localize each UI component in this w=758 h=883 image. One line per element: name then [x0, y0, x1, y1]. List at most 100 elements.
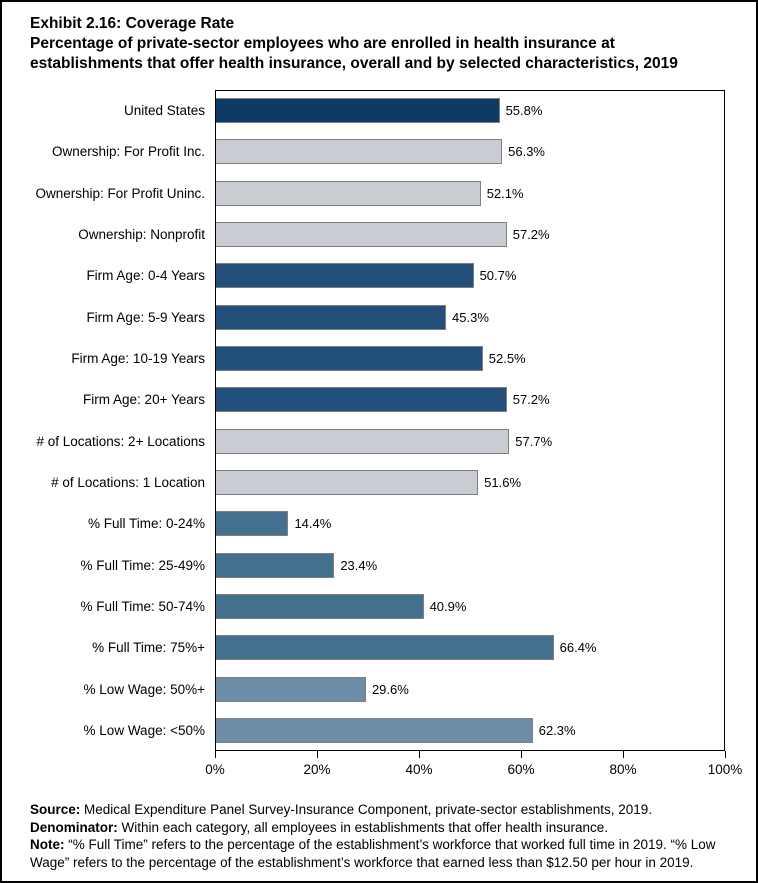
x-axis: 0% 20% 40% 60% 80% 100% — [205, 751, 742, 785]
chart-title-block: Exhibit 2.16: Coverage Rate Percentage o… — [30, 14, 690, 74]
bar-area: 66.4% — [215, 627, 725, 668]
bar-rows: United States 55.8% Ownership: For Profit … — [30, 90, 725, 751]
value-label: 40.9% — [429, 598, 467, 614]
value-label: 57.2% — [512, 392, 550, 408]
source-label: Source: — [30, 802, 81, 817]
category-label: % Full Time: 0-24% — [87, 516, 205, 532]
bar-area: 29.6% — [215, 668, 725, 709]
category-label: Ownership: For Profit Uninc. — [35, 185, 205, 201]
x-axis-tick — [316, 751, 318, 758]
chart-row: United States 55.8% — [30, 90, 725, 131]
x-axis-tick-label: 0% — [205, 762, 225, 777]
bar-area: 56.3% — [215, 131, 725, 172]
bar-chart: United States 55.8% Ownership: For Profit … — [30, 90, 725, 751]
value-label: 56.3% — [508, 144, 545, 160]
chart-row: Firm Age: 5-9 Years 45.3% — [30, 297, 725, 338]
value-label: 45.3% — [452, 309, 489, 325]
bar — [215, 552, 335, 578]
exhibit-subtitle: Percentage of private-sector employees w… — [30, 35, 678, 72]
bar — [215, 593, 424, 619]
definition-note: Note: “% Full Time” refers to the percen… — [30, 836, 736, 871]
bar — [215, 387, 507, 413]
x-axis-tick — [418, 751, 420, 758]
denominator-text: Within each category, all employees in e… — [117, 819, 609, 835]
value-label: 57.2% — [512, 227, 550, 243]
category-label: Firm Age: 0-4 Years — [86, 268, 205, 284]
bar — [215, 139, 503, 165]
bar-area: 50.7% — [215, 255, 725, 296]
bar-area: 57.2% — [215, 379, 725, 420]
bar-area: 57.2% — [215, 214, 725, 255]
bar — [215, 635, 554, 661]
denominator-label: Denominator: — [30, 819, 118, 835]
source-text: Medical Expenditure Panel Survey-Insuran… — [80, 802, 653, 817]
note-label: Note: — [30, 837, 65, 852]
category-label: Ownership: Nonprofit — [78, 227, 205, 243]
value-label: 14.4% — [294, 516, 332, 532]
x-axis-tick — [724, 751, 726, 758]
chart-row: # of Locations: 1 Location 51.6% — [30, 462, 725, 503]
category-label: Ownership: For Profit Inc. — [51, 144, 205, 160]
value-label: 57.7% — [515, 433, 553, 449]
x-axis-tick — [520, 751, 522, 758]
value-label: 55.8% — [505, 103, 543, 119]
x-axis-tick-label: 20% — [303, 762, 331, 777]
x-axis-tick-label: 100% — [707, 762, 743, 777]
bar — [215, 180, 481, 206]
category-label: % Full Time: 75%+ — [92, 640, 205, 656]
chart-row: Firm Age: 10-19 Years 52.5% — [30, 338, 725, 379]
chart-row: Firm Age: 20+ Years 57.2% — [30, 379, 725, 420]
bar-area: 45.3% — [215, 297, 725, 338]
footnotes: Source: Medical Expenditure Panel Survey… — [30, 801, 736, 871]
exhibit-title: Exhibit 2.16: Coverage Rate — [30, 15, 235, 32]
category-label: United States — [123, 103, 205, 119]
bar — [215, 428, 510, 454]
chart-row: % Full Time: 50-74% 40.9% — [30, 586, 725, 627]
source-note: Source: Medical Expenditure Panel Survey… — [30, 801, 736, 819]
bar — [215, 469, 479, 495]
bar — [215, 717, 533, 743]
value-label: 52.5% — [488, 351, 526, 367]
chart-row: % Full Time: 25-49% 23.4% — [30, 544, 725, 585]
value-label: 50.7% — [479, 268, 517, 284]
bar — [215, 222, 507, 248]
bar-area: 57.7% — [215, 421, 725, 462]
bar — [215, 676, 366, 702]
category-label: % Low Wage: <50% — [83, 722, 205, 738]
value-label: 51.6% — [484, 474, 522, 490]
value-label: 52.1% — [486, 185, 524, 201]
x-axis-tick — [622, 751, 624, 758]
bar-area: 62.3% — [215, 710, 725, 751]
chart-row: Ownership: For Profit Inc. 56.3% — [30, 131, 725, 172]
note-text: “% Full Time” refers to the percentage o… — [30, 837, 716, 870]
bar-area: 23.4% — [215, 544, 725, 585]
value-label: 29.6% — [371, 681, 409, 697]
denominator-note: Denominator: Within each category, all e… — [30, 819, 736, 837]
chart-row: % Low Wage: <50% 62.3% — [30, 710, 725, 751]
chart-row: Ownership: For Profit Uninc. 52.1% — [30, 173, 725, 214]
chart-row: % Full Time: 0-24% 14.4% — [30, 503, 725, 544]
category-label: Firm Age: 10-19 Years — [71, 351, 205, 367]
chart-row: % Full Time: 75%+ 66.4% — [30, 627, 725, 668]
bar — [215, 511, 289, 537]
bar-area: 52.1% — [215, 173, 725, 214]
bar — [215, 346, 483, 372]
category-label: Firm Age: 5-9 Years — [86, 309, 205, 325]
x-axis-tick-label: 40% — [405, 762, 433, 777]
x-axis-tick-label: 80% — [609, 762, 637, 777]
category-label: # of Locations: 1 Location — [51, 474, 205, 490]
value-label: 23.4% — [340, 557, 378, 573]
bar-area: 40.9% — [215, 586, 725, 627]
category-label: % Low Wage: 50%+ — [83, 681, 205, 697]
bar-area: 51.6% — [215, 462, 725, 503]
value-label: 62.3% — [538, 722, 576, 738]
bar — [215, 304, 447, 330]
x-axis-tick-label: 60% — [507, 762, 535, 777]
x-axis-tick — [214, 751, 216, 758]
bar-area: 14.4% — [215, 503, 725, 544]
bar-area: 52.5% — [215, 338, 725, 379]
chart-row: % Low Wage: 50%+ 29.6% — [30, 668, 725, 709]
bar-area: 55.8% — [215, 90, 725, 131]
bar — [215, 98, 500, 124]
